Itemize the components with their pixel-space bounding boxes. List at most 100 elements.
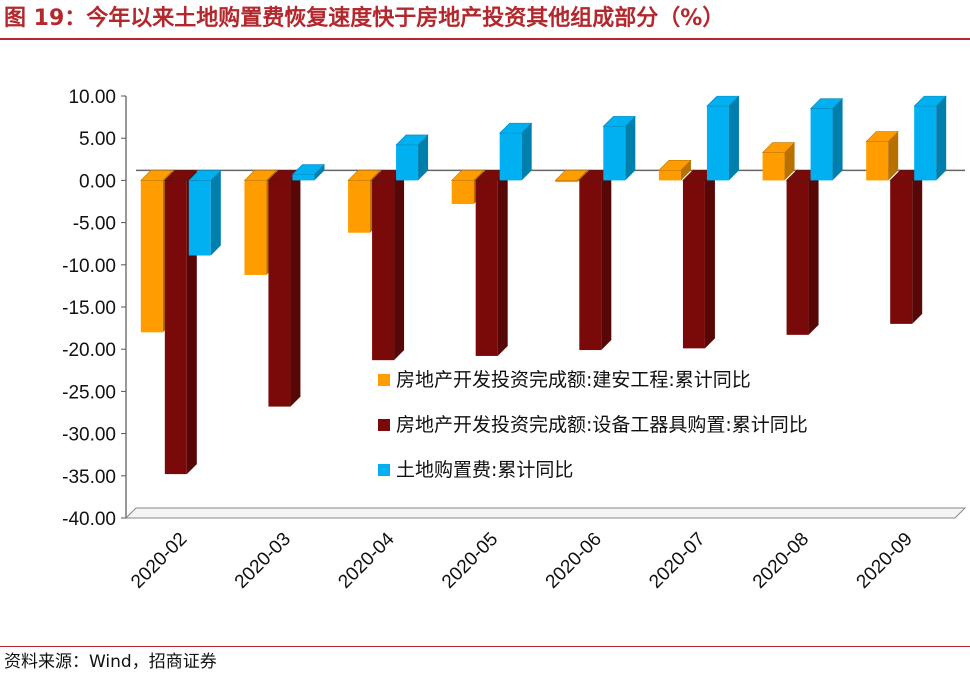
bar-front xyxy=(682,180,705,349)
x-tick-label: 2020-09 xyxy=(853,529,917,593)
y-tick-label: -40.00 xyxy=(62,509,116,530)
bar-front xyxy=(762,152,785,181)
bar-front xyxy=(188,180,211,256)
legend: 房地产开发投资完成额:建安工程:累计同比房地产开发投资完成额:设备工器具购置:累… xyxy=(378,369,808,481)
bar-side xyxy=(521,123,532,181)
legend-item: 土地购置费:累计同比 xyxy=(378,459,573,481)
footer-divider xyxy=(0,646,970,647)
bar-side xyxy=(888,131,899,181)
source-note: 资料来源：Wind，招商证券 xyxy=(4,652,217,672)
legend-label: 房地产开发投资完成额:建安工程:累计同比 xyxy=(396,369,751,391)
x-tick-label: 2020-06 xyxy=(542,529,606,593)
y-tick-label: -25.00 xyxy=(62,382,116,403)
bar-front xyxy=(499,133,522,181)
x-tick-label: 2020-08 xyxy=(749,529,813,593)
bar-side xyxy=(784,142,795,181)
bar-front xyxy=(348,180,371,233)
bar-front xyxy=(396,144,419,181)
bar-front xyxy=(292,174,315,181)
bar-side xyxy=(290,170,301,407)
y-tick-label: -5.00 xyxy=(73,214,116,235)
bar-top xyxy=(865,131,899,142)
bar xyxy=(450,170,485,205)
bar xyxy=(498,122,533,181)
bar-side xyxy=(728,96,739,181)
legend-swatch xyxy=(378,464,390,476)
bar-side xyxy=(601,170,612,351)
x-axis-ticks: 2020-02 2020-03 2020-04 2020-05 2020-06 2020-… xyxy=(127,528,917,592)
bar-side xyxy=(936,96,947,181)
bar-side xyxy=(314,164,325,181)
bar xyxy=(761,142,796,181)
x-tick-label: 2020-03 xyxy=(231,529,295,593)
x-tick-label: 2020-02 xyxy=(127,529,191,593)
y-tick-label: -30.00 xyxy=(62,425,116,446)
bar-front xyxy=(579,180,602,351)
bar-side xyxy=(680,160,691,181)
bar xyxy=(267,170,302,407)
bar xyxy=(658,159,692,181)
bar-side xyxy=(912,170,923,324)
bar xyxy=(578,170,613,351)
y-tick-label: -15.00 xyxy=(62,298,116,319)
bar-front xyxy=(890,180,913,324)
title-divider xyxy=(0,38,970,40)
bar xyxy=(706,95,740,181)
bar-side xyxy=(625,116,636,181)
bar xyxy=(188,170,222,256)
y-tick-label: 5.00 xyxy=(79,129,116,150)
bar-chart: 10.00 5.00 0.00 -5.00 -10.00 -15.00 -20.00 -25.… xyxy=(62,87,967,593)
bar xyxy=(554,170,589,183)
bar-side xyxy=(577,170,588,183)
bar xyxy=(865,131,899,181)
y-tick-label: -10.00 xyxy=(62,256,116,277)
bar-side xyxy=(210,170,221,256)
bar-side xyxy=(418,134,429,181)
bar-side xyxy=(832,98,843,181)
bar xyxy=(785,170,820,335)
bar xyxy=(809,98,844,181)
legend-swatch xyxy=(378,419,390,431)
x-tick-label: 2020-04 xyxy=(334,528,398,592)
y-tick-label: -35.00 xyxy=(62,467,116,488)
x-tick-label: 2020-05 xyxy=(438,529,502,593)
bar-side xyxy=(704,170,715,349)
y-tick-label: -20.00 xyxy=(62,340,116,361)
bar-front xyxy=(866,141,889,181)
bar xyxy=(474,170,509,356)
legend-swatch xyxy=(378,374,390,386)
bar xyxy=(682,170,716,349)
bar-front xyxy=(914,106,937,181)
bar xyxy=(291,164,326,181)
legend-label: 土地购置费:累计同比 xyxy=(396,459,573,481)
bar xyxy=(913,95,947,181)
bar xyxy=(889,170,923,324)
bar-side xyxy=(497,170,508,356)
y-axis-ticks: 10.00 5.00 0.00 -5.00 -10.00 -15.00 -20.00 -25.… xyxy=(62,87,126,530)
bar-front xyxy=(658,170,681,181)
legend-item: 房地产开发投资完成额:建安工程:累计同比 xyxy=(378,369,751,391)
bar-front xyxy=(786,180,809,335)
y-tick-label: 0.00 xyxy=(79,171,116,192)
chart-floor xyxy=(124,507,967,519)
bar xyxy=(371,170,405,361)
legend-item: 房地产开发投资完成额:设备工器具购置:累计同比 xyxy=(378,414,808,436)
bar-side xyxy=(394,170,405,361)
bar-front xyxy=(475,180,498,356)
bar-front xyxy=(555,180,578,183)
bar-front xyxy=(810,108,833,181)
y-tick-label: 10.00 xyxy=(68,87,116,108)
chart-title: 图 19：今年以来土地购置费恢复速度快于房地产投资其他组成部分（%） xyxy=(4,6,725,31)
bar-front xyxy=(603,126,626,181)
bar-front xyxy=(140,180,163,333)
bar-front xyxy=(706,106,729,181)
x-tick-label: 2020-07 xyxy=(645,529,709,593)
bars xyxy=(140,95,947,475)
bar-front xyxy=(164,180,187,475)
bar xyxy=(395,134,429,181)
bar-front xyxy=(451,180,474,205)
bar-front xyxy=(244,180,267,275)
bar xyxy=(602,116,637,181)
legend-label: 房地产开发投资完成额:设备工器具购置:累计同比 xyxy=(396,414,808,436)
bar-top xyxy=(395,134,429,146)
